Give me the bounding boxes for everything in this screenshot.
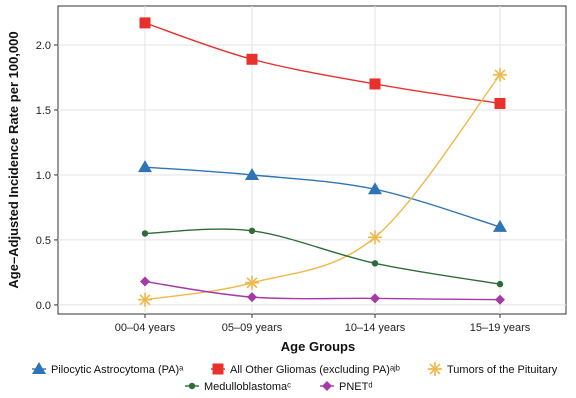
series-1-point-3 [494,97,506,109]
series-0-point-0 [138,160,152,173]
legend-label-0: Pilocytic Astrocytoma (PA)ᵃ [51,364,184,376]
series-2-point-3 [493,67,507,82]
series-2-point-2 [368,230,382,245]
x-tick-label: 00–04 years [115,322,176,334]
x-tick-label: 15–19 years [470,322,531,334]
legend-item-4: PNETᵈ [320,381,373,393]
series-2-point-1 [245,275,259,290]
y-tick-label: 2.0 [36,40,51,52]
legend-marker-3 [188,382,196,390]
series-4-point-0 [140,276,150,287]
legend-item-0: Pilocytic Astrocytoma (PA)ᵃ [32,362,184,376]
legend-marker-1 [212,363,224,375]
legend-item-1: All Other Gliomas (excluding PA)ᵃʲᵇ [211,363,400,376]
legend-label-2: Tumors of the Pituitary [447,364,558,376]
legend-marker-0 [32,362,46,374]
legend-label-4: PNETᵈ [339,381,373,393]
series-3-point-0 [141,230,149,237]
x-axis-title: Age Groups [281,339,355,354]
series-0-point-2 [368,182,382,195]
grid-lines [58,6,566,314]
y-tick-label: 1.0 [36,170,51,182]
y-tick-label: 1.5 [36,105,51,117]
series-line-2 [144,74,501,301]
series-3-point-2 [371,260,379,267]
series-line-1 [144,22,501,105]
series-1-point-0 [139,17,151,29]
legend-item-2: Tumors of the Pituitary [428,362,558,376]
y-axis: 0.0 0.5 1.0 1.5 2.0 [36,40,58,312]
x-axis: 00–04 years 05–09 years 10–14 years 15–19 y… [115,314,531,334]
legend: Pilocytic Astrocytoma (PA)ᵃ All Other Gli… [32,362,558,393]
series-3-point-3 [496,280,504,288]
series-1-point-1 [246,53,258,65]
y-axis-title: Age–Adjusted Incidence Rate per 100,000 [6,31,21,288]
legend-marker-2 [428,362,442,376]
series-4-point-2 [370,293,380,304]
series-4-point-3 [495,294,505,305]
series-line-0 [144,166,501,228]
series-group [138,17,507,307]
series-1-point-2 [369,78,381,90]
legend-marker-4 [322,381,332,391]
series-4-point-1 [247,292,257,303]
x-tick-label: 05–09 years [222,322,283,334]
series-2-point-0 [138,292,152,307]
series-3-point-1 [248,227,256,235]
legend-item-3: Medulloblastomaᶜ [185,381,291,393]
series-0-point-3 [493,219,507,232]
series-line-3 [144,228,501,285]
x-tick-label: 10–14 years [345,322,406,334]
plot-panel [57,5,567,315]
series-0-point-1 [245,167,259,180]
series-line-4 [144,280,501,301]
legend-label-3: Medulloblastomaᶜ [204,381,291,393]
legend-label-1: All Other Gliomas (excluding PA)ᵃʲᵇ [230,364,400,376]
y-tick-label: 0.0 [36,300,51,312]
y-tick-label: 0.5 [36,235,51,247]
